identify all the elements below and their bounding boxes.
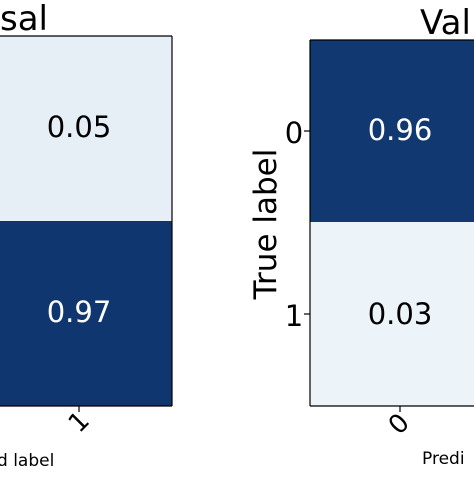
right-cell-label-r1c0: 0.03 — [368, 297, 433, 331]
left-cell-r0c1 — [0, 36, 172, 221]
right-title: Val — [420, 3, 471, 43]
left-confusion-matrix: sal 0.05 0.97 1 d label — [0, 0, 173, 471]
left-x-axis-label: d label — [0, 451, 54, 471]
right-cell-r0c0 — [310, 40, 474, 222]
right-y-tick-label-1: 1 — [285, 299, 303, 333]
left-x-tick-label: 1 — [63, 406, 96, 439]
right-confusion-matrix: Val 0.96 0.03 0 1 True label 0 Predi — [248, 3, 474, 469]
right-x-tick-label: 0 — [383, 408, 416, 441]
left-cell-label-r1c1: 0.97 — [47, 295, 112, 329]
left-cell-r1c1 — [0, 221, 172, 406]
right-y-tick-label-0: 0 — [285, 116, 303, 150]
left-cell-label-r0c1: 0.05 — [47, 110, 112, 144]
right-cell-r1c0 — [310, 222, 474, 406]
right-x-axis-label: Predi — [422, 449, 465, 469]
right-cell-label-r0c0: 0.96 — [368, 113, 433, 147]
left-title: sal — [0, 0, 48, 39]
right-y-axis-label: True label — [248, 149, 284, 301]
